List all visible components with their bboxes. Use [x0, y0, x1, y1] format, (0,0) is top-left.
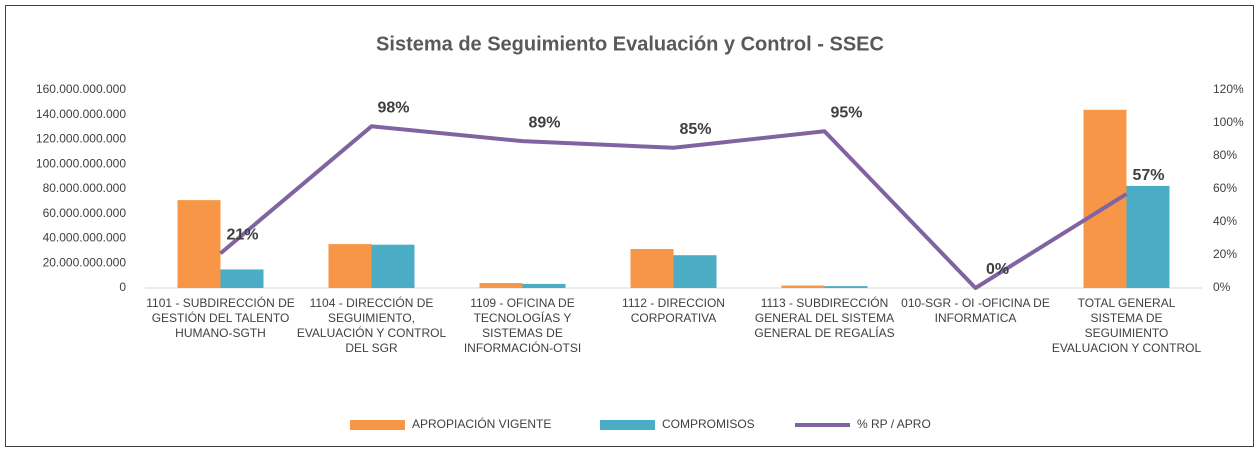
bar [220, 269, 264, 288]
line [219, 124, 1128, 290]
y-tick-label: 100.000.000.000 [36, 156, 126, 170]
y2-tick-label: 120% [1213, 82, 1244, 96]
bar [177, 200, 221, 288]
x-tick-label: TOTAL GENERAL SISTEMA DE SEGUIMIENTO EVA… [1051, 296, 1202, 355]
data-label: 57% [1132, 167, 1164, 184]
x-tick-label: 1109 - OFICINA DE TECNOLOGÍAS Y SISTEMAS… [463, 296, 582, 355]
data-label: 21% [226, 227, 258, 244]
data-label: 85% [679, 121, 711, 138]
y-tick-label: 160.000.000.000 [36, 82, 126, 96]
x-tick-label: 010-SGR - OI -OFICINA DE INFORMATICA [901, 296, 1050, 325]
bar [781, 285, 825, 288]
y2-tick-label: 100% [1213, 115, 1244, 129]
y-tick-label: 60.000.000.000 [43, 206, 127, 220]
x-tick-label: 1112 - DIRECCION CORPORATIVA [622, 296, 725, 325]
y-tick-label: 0 [119, 280, 126, 294]
data-label: 0% [986, 261, 1009, 278]
legend-label: APROPIACIÓN VIGENTE [412, 416, 551, 431]
bar [1126, 185, 1170, 288]
bar [328, 244, 372, 288]
y-tick-label: 40.000.000.000 [43, 231, 127, 245]
y-tick-label: 140.000.000.000 [36, 107, 126, 121]
x-tick-label: 1113 - SUBDIRECCIÓN GENERAL DEL SISTEMA … [754, 296, 895, 340]
legend-swatch [350, 420, 405, 430]
bar [630, 249, 674, 288]
bar [673, 255, 717, 288]
legend-label: COMPROMISOS [662, 417, 755, 431]
y2-tick-label: 0% [1213, 280, 1231, 294]
legend-label: % RP / APRO [857, 417, 931, 431]
x-tick-label: 1104 - DIRECCIÓN DE SEGUIMIENTO, EVALUAC… [296, 296, 447, 355]
legend-swatch [600, 420, 655, 430]
data-label: 89% [528, 114, 560, 131]
bar [371, 244, 415, 288]
y-tick-label: 120.000.000.000 [36, 132, 126, 146]
y2-tick-label: 20% [1213, 247, 1237, 261]
y2-tick-label: 60% [1213, 181, 1237, 195]
y2-tick-label: 40% [1213, 214, 1237, 228]
y2-tick-label: 80% [1213, 148, 1237, 162]
y-tick-label: 20.000.000.000 [43, 255, 127, 269]
data-label: 95% [830, 104, 862, 121]
x-tick-label: 1101 - SUBDIRECCIÓN DE GESTIÓN DEL TALEN… [146, 296, 295, 340]
chart-title: Sistema de Seguimiento Evaluación y Cont… [376, 33, 884, 55]
data-label: 98% [377, 100, 409, 117]
bar [522, 283, 566, 288]
y-tick-label: 80.000.000.000 [43, 181, 127, 195]
bar [479, 283, 523, 288]
bar [824, 286, 868, 288]
